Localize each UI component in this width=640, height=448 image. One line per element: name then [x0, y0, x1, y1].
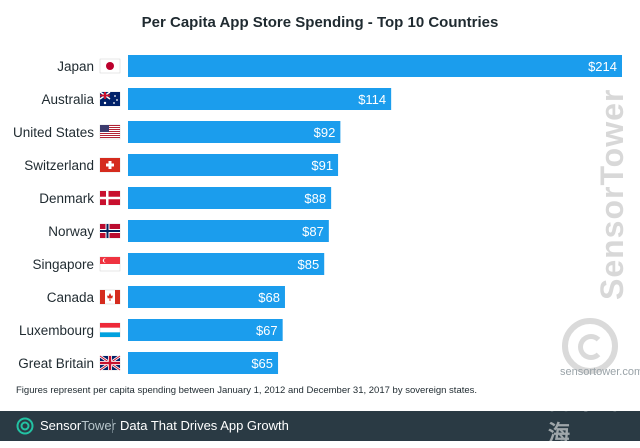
australia-flag-icon [99, 91, 121, 107]
bar-australia [128, 88, 392, 110]
bar-luxembourg [128, 319, 283, 341]
category-label: Switzerland [24, 158, 94, 173]
value-label: $91 [311, 158, 333, 173]
category-label: Norway [48, 224, 94, 239]
chart-title: Per Capita App Store Spending - Top 10 C… [141, 14, 499, 31]
bar-united-states [128, 121, 341, 143]
watermark-url: sensortower.com [560, 366, 640, 378]
value-label: $88 [304, 191, 326, 206]
bar-norway [128, 220, 329, 242]
bar-denmark [128, 187, 332, 209]
luxembourg-flag-icon [99, 322, 121, 338]
category-label: Australia [41, 92, 94, 107]
bar-great-britain [128, 352, 279, 374]
sensortower-logo-icon [16, 417, 34, 435]
category-label: Canada [47, 290, 95, 305]
footer-brand-light: Tower [81, 418, 116, 433]
singapore-flag-icon [99, 256, 121, 272]
category-label: Singapore [32, 257, 94, 272]
footer-tagline: Data That Drives App Growth [120, 418, 289, 433]
watermark-brand-vertical: SensorTower [594, 88, 630, 300]
value-label: $92 [314, 125, 336, 140]
footer-bar: SensorTower Data That Drives App Growth [0, 411, 640, 441]
value-label: $67 [256, 323, 278, 338]
value-label: $85 [298, 257, 320, 272]
bar-singapore [128, 253, 325, 275]
great-britain-flag-icon [99, 354, 121, 372]
value-label: $87 [302, 224, 324, 239]
category-label: Japan [57, 59, 94, 74]
norway-flag-icon [99, 223, 121, 239]
value-label: $68 [258, 290, 280, 305]
value-label: $65 [251, 356, 273, 371]
footnote: Figures represent per capita spending be… [16, 385, 478, 396]
denmark-flag-icon [99, 190, 121, 206]
value-label: $214 [588, 59, 617, 74]
category-label: United States [13, 125, 94, 140]
category-label: Great Britain [18, 356, 94, 371]
bar-switzerland [128, 154, 339, 176]
sensortower-watermark-logo-icon [562, 318, 618, 374]
switzerland-flag-icon [99, 157, 121, 173]
corner-watermark: 白鲸出海 [548, 389, 621, 446]
bar-canada [128, 286, 285, 308]
footer-brand-bold: Sensor [40, 418, 82, 433]
united-states-flag-icon [99, 124, 121, 140]
canada-flag-icon [99, 289, 121, 305]
footer-divider [112, 419, 113, 433]
category-label: Denmark [39, 191, 94, 206]
value-label: $114 [358, 92, 386, 107]
japan-flag-icon [99, 58, 121, 74]
bar-japan [128, 55, 622, 77]
footer-brand: SensorTower [40, 418, 116, 433]
category-label: Luxembourg [19, 323, 94, 338]
